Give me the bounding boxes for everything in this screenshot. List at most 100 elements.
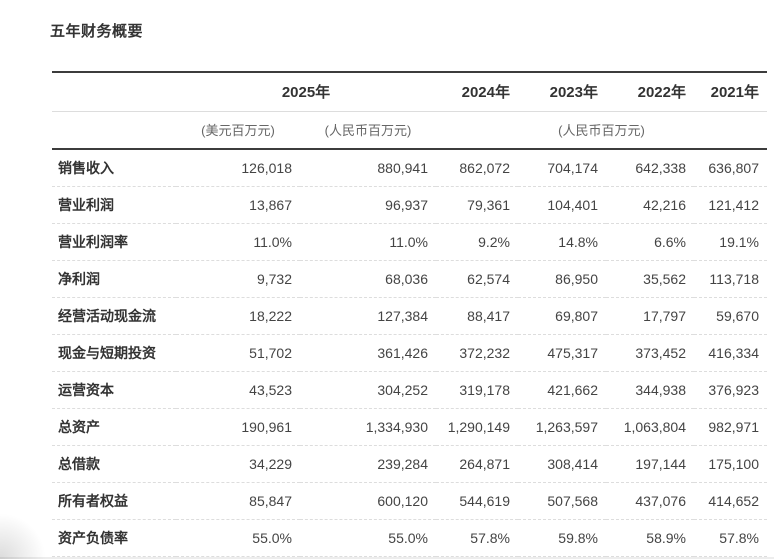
cell-value-2023: 507,568 bbox=[518, 482, 606, 520]
cell-value-2021: 113,718 bbox=[694, 260, 767, 298]
cell-value-usd-2025: 34,229 bbox=[176, 445, 300, 483]
table-header: 2025年 2024年 2023年 2022年 2021年 (美元百万元) (人… bbox=[52, 71, 767, 150]
cell-value-2023: 1,263,597 bbox=[518, 408, 606, 446]
cell-value-2024: 544,619 bbox=[436, 482, 518, 520]
cell-value-rmb-2025: 96,937 bbox=[300, 186, 436, 224]
row-label: 营业利润率 bbox=[52, 223, 176, 261]
cell-value-usd-2025: 55.0% bbox=[176, 519, 300, 557]
cell-value-2022: 58.9% bbox=[606, 519, 694, 557]
unit-header-row: (美元百万元) (人民币百万元) (人民币百万元) bbox=[52, 111, 767, 150]
cell-value-usd-2025: 51,702 bbox=[176, 334, 300, 372]
table-row: 经营活动现金流 18,222 127,384 88,417 69,807 17,… bbox=[52, 297, 767, 335]
cell-value-2024: 264,871 bbox=[436, 445, 518, 483]
row-label: 资产负债率 bbox=[52, 519, 176, 557]
cell-value-rmb-2025: 600,120 bbox=[300, 482, 436, 520]
cell-value-2022: 6.6% bbox=[606, 223, 694, 261]
cell-value-rmb-2025: 361,426 bbox=[300, 334, 436, 372]
row-label: 经营活动现金流 bbox=[52, 297, 176, 335]
table-row: 总资产 190,961 1,334,930 1,290,149 1,263,59… bbox=[52, 408, 767, 446]
cell-value-2022: 42,216 bbox=[606, 186, 694, 224]
corner-cell bbox=[52, 111, 176, 150]
row-label: 运营资本 bbox=[52, 371, 176, 409]
cell-value-2024: 862,072 bbox=[436, 149, 518, 187]
cell-value-2021: 59,670 bbox=[694, 297, 767, 335]
cell-value-rmb-2025: 1,334,930 bbox=[300, 408, 436, 446]
year-header-2023: 2023年 bbox=[518, 71, 606, 112]
page-edge-shade bbox=[0, 513, 46, 559]
table-row: 销售收入 126,018 880,941 862,072 704,174 642… bbox=[52, 149, 767, 187]
cell-value-2022: 642,338 bbox=[606, 149, 694, 187]
cell-value-rmb-2025: 239,284 bbox=[300, 445, 436, 483]
cell-value-2023: 86,950 bbox=[518, 260, 606, 298]
cell-value-2021: 19.1% bbox=[694, 223, 767, 261]
cell-value-2024: 62,574 bbox=[436, 260, 518, 298]
cell-value-2023: 104,401 bbox=[518, 186, 606, 224]
cell-value-2023: 475,317 bbox=[518, 334, 606, 372]
cell-value-2021: 416,334 bbox=[694, 334, 767, 372]
cell-value-usd-2025: 18,222 bbox=[176, 297, 300, 335]
row-label: 现金与短期投资 bbox=[52, 334, 176, 372]
financial-summary-table: 2025年 2024年 2023年 2022年 2021年 (美元百万元) (人… bbox=[52, 71, 767, 557]
cell-value-2021: 376,923 bbox=[694, 371, 767, 409]
table-row: 营业利润率 11.0% 11.0% 9.2% 14.8% 6.6% 19.1% bbox=[52, 223, 767, 261]
cell-value-2024: 1,290,149 bbox=[436, 408, 518, 446]
cell-value-usd-2025: 43,523 bbox=[176, 371, 300, 409]
cell-value-2024: 57.8% bbox=[436, 519, 518, 557]
cell-value-usd-2025: 11.0% bbox=[176, 223, 300, 261]
year-header-2021: 2021年 bbox=[694, 71, 767, 112]
row-label: 净利润 bbox=[52, 260, 176, 298]
cell-value-2024: 88,417 bbox=[436, 297, 518, 335]
cell-value-2024: 79,361 bbox=[436, 186, 518, 224]
cell-value-2022: 1,063,804 bbox=[606, 408, 694, 446]
cell-value-2022: 373,452 bbox=[606, 334, 694, 372]
cell-value-rmb-2025: 127,384 bbox=[300, 297, 436, 335]
cell-value-rmb-2025: 68,036 bbox=[300, 260, 436, 298]
cell-value-2024: 372,232 bbox=[436, 334, 518, 372]
row-label: 总资产 bbox=[52, 408, 176, 446]
cell-value-usd-2025: 13,867 bbox=[176, 186, 300, 224]
cell-value-usd-2025: 85,847 bbox=[176, 482, 300, 520]
unit-header-usd: (美元百万元) bbox=[176, 111, 300, 150]
cell-value-2022: 17,797 bbox=[606, 297, 694, 335]
cell-value-2022: 437,076 bbox=[606, 482, 694, 520]
cell-value-2023: 14.8% bbox=[518, 223, 606, 261]
cell-value-2022: 35,562 bbox=[606, 260, 694, 298]
cell-value-2021: 982,971 bbox=[694, 408, 767, 446]
year-header-2025: 2025年 bbox=[176, 71, 436, 112]
unit-header-rmb-2025: (人民币百万元) bbox=[300, 111, 436, 150]
year-header-2022: 2022年 bbox=[606, 71, 694, 112]
cell-value-usd-2025: 9,732 bbox=[176, 260, 300, 298]
table-row: 净利润 9,732 68,036 62,574 86,950 35,562 11… bbox=[52, 260, 767, 298]
cell-value-2021: 175,100 bbox=[694, 445, 767, 483]
cell-value-rmb-2025: 55.0% bbox=[300, 519, 436, 557]
table-row: 运营资本 43,523 304,252 319,178 421,662 344,… bbox=[52, 371, 767, 409]
corner-cell bbox=[52, 71, 176, 112]
cell-value-2023: 69,807 bbox=[518, 297, 606, 335]
table-row: 总借款 34,229 239,284 264,871 308,414 197,1… bbox=[52, 445, 767, 483]
page-title: 五年财务概要 bbox=[50, 23, 144, 40]
table-body: 销售收入 126,018 880,941 862,072 704,174 642… bbox=[52, 149, 767, 557]
cell-value-rmb-2025: 11.0% bbox=[300, 223, 436, 261]
cell-value-2023: 421,662 bbox=[518, 371, 606, 409]
unit-header-rmb-prior-years: (人民币百万元) bbox=[436, 111, 767, 150]
table-row: 现金与短期投资 51,702 361,426 372,232 475,317 3… bbox=[52, 334, 767, 372]
cell-value-2022: 344,938 bbox=[606, 371, 694, 409]
year-header-2024: 2024年 bbox=[436, 71, 518, 112]
row-label: 销售收入 bbox=[52, 149, 176, 187]
cell-value-2024: 9.2% bbox=[436, 223, 518, 261]
cell-value-usd-2025: 190,961 bbox=[176, 408, 300, 446]
table-row: 所有者权益 85,847 600,120 544,619 507,568 437… bbox=[52, 482, 767, 520]
cell-value-2022: 197,144 bbox=[606, 445, 694, 483]
cell-value-rmb-2025: 880,941 bbox=[300, 149, 436, 187]
cell-value-2023: 704,174 bbox=[518, 149, 606, 187]
row-label: 总借款 bbox=[52, 445, 176, 483]
cell-value-rmb-2025: 304,252 bbox=[300, 371, 436, 409]
cell-value-2021: 636,807 bbox=[694, 149, 767, 187]
cell-value-2021: 57.8% bbox=[694, 519, 767, 557]
row-label: 所有者权益 bbox=[52, 482, 176, 520]
cell-value-2023: 308,414 bbox=[518, 445, 606, 483]
table-row: 资产负债率 55.0% 55.0% 57.8% 59.8% 58.9% 57.8… bbox=[52, 519, 767, 557]
year-header-row: 2025年 2024年 2023年 2022年 2021年 bbox=[52, 71, 767, 112]
cell-value-2021: 414,652 bbox=[694, 482, 767, 520]
